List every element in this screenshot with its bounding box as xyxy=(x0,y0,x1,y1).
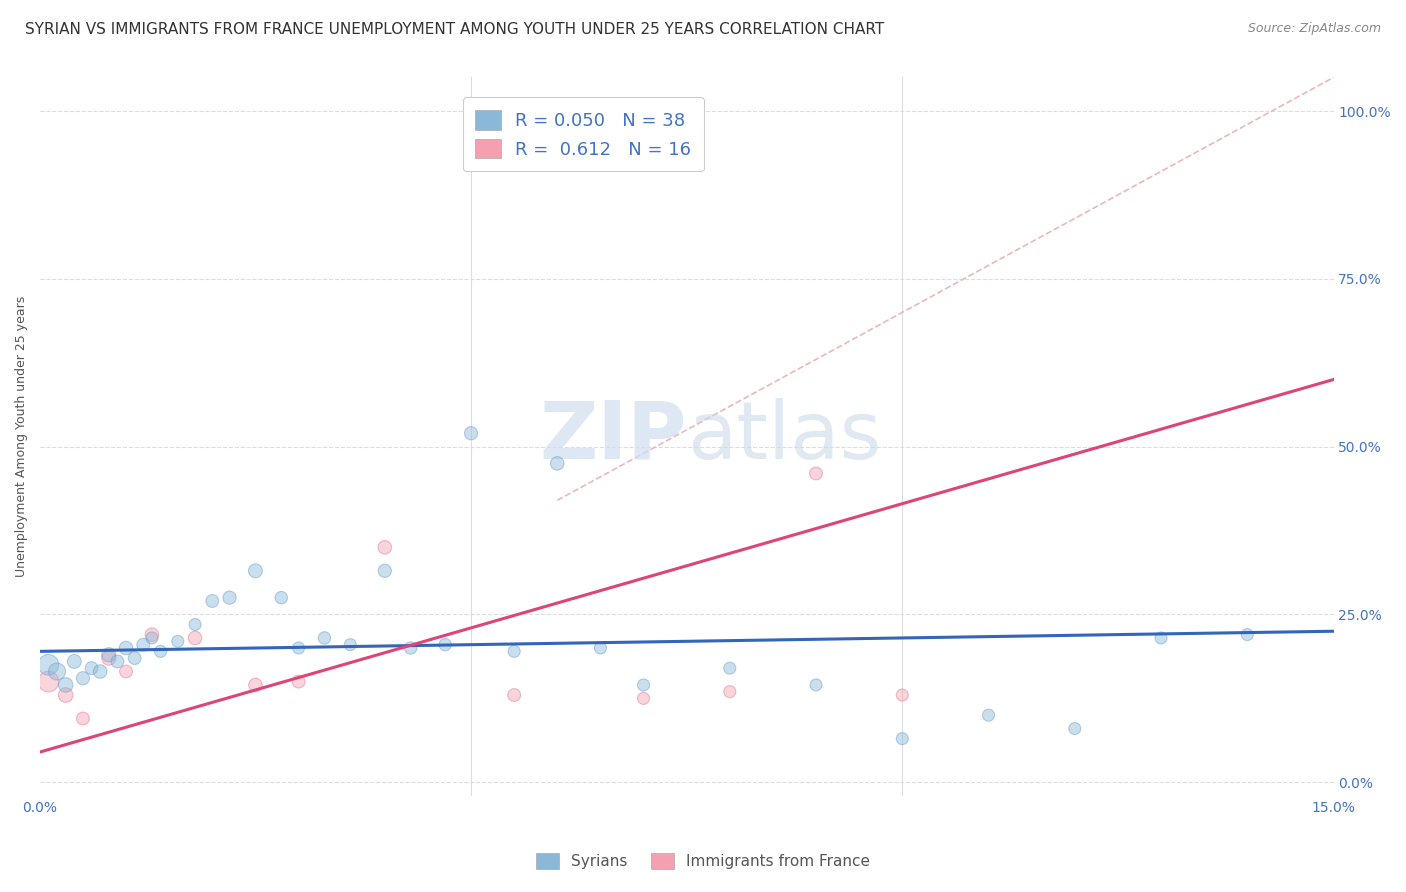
Point xyxy=(460,426,482,441)
Point xyxy=(63,655,86,669)
Point xyxy=(287,674,309,689)
Point xyxy=(201,594,224,608)
Y-axis label: Unemployment Among Youth under 25 years: Unemployment Among Youth under 25 years xyxy=(15,296,28,577)
Point xyxy=(977,708,1000,723)
Point xyxy=(633,678,655,692)
Point xyxy=(339,638,361,652)
Text: Source: ZipAtlas.com: Source: ZipAtlas.com xyxy=(1247,22,1381,36)
Text: atlas: atlas xyxy=(686,398,882,475)
Point xyxy=(149,644,172,658)
Point xyxy=(434,638,457,652)
Point xyxy=(141,627,163,641)
Point xyxy=(166,634,188,648)
Text: SYRIAN VS IMMIGRANTS FROM FRANCE UNEMPLOYMENT AMONG YOUTH UNDER 25 YEARS CORRELA: SYRIAN VS IMMIGRANTS FROM FRANCE UNEMPLO… xyxy=(25,22,884,37)
Point xyxy=(1063,722,1085,736)
Point xyxy=(374,541,396,555)
Point xyxy=(115,665,138,679)
Point xyxy=(287,640,309,655)
Point xyxy=(97,648,120,662)
Point xyxy=(97,651,120,665)
Point xyxy=(107,655,129,669)
Point xyxy=(80,661,103,675)
Point xyxy=(245,678,267,692)
Point xyxy=(184,617,207,632)
Point xyxy=(374,564,396,578)
Point xyxy=(115,640,138,655)
Point xyxy=(503,688,526,702)
Point xyxy=(399,640,422,655)
Point xyxy=(633,691,655,706)
Point xyxy=(89,665,111,679)
Point xyxy=(184,631,207,645)
Point xyxy=(503,644,526,658)
Point xyxy=(124,651,146,665)
Point xyxy=(804,678,827,692)
Point xyxy=(245,564,267,578)
Point xyxy=(132,638,155,652)
Point xyxy=(218,591,240,605)
Point xyxy=(546,457,568,471)
Point xyxy=(72,671,94,685)
Point xyxy=(1236,627,1258,641)
Point xyxy=(804,467,827,481)
Point xyxy=(37,657,59,672)
Point xyxy=(1150,631,1173,645)
Point xyxy=(589,640,612,655)
Point xyxy=(314,631,336,645)
Legend: R = 0.050   N = 38, R =  0.612   N = 16: R = 0.050 N = 38, R = 0.612 N = 16 xyxy=(463,97,703,171)
Point xyxy=(891,688,914,702)
Point xyxy=(72,711,94,725)
Text: ZIP: ZIP xyxy=(540,398,686,475)
Legend: Syrians, Immigrants from France: Syrians, Immigrants from France xyxy=(530,847,876,875)
Point xyxy=(46,665,69,679)
Point xyxy=(55,688,77,702)
Point xyxy=(37,674,59,689)
Point xyxy=(891,731,914,746)
Point xyxy=(718,661,741,675)
Point xyxy=(718,684,741,698)
Point xyxy=(270,591,292,605)
Point xyxy=(141,631,163,645)
Point xyxy=(55,678,77,692)
